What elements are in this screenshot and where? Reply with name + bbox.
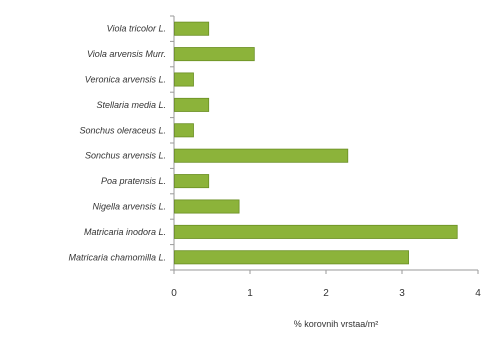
x-tick-label: 3 bbox=[399, 288, 405, 299]
x-tick-labels: 0 1 2 3 4 bbox=[171, 288, 481, 299]
bar bbox=[174, 97, 210, 112]
x-tick-label: 2 bbox=[323, 288, 329, 299]
bars bbox=[174, 21, 458, 265]
x-tick-label: 4 bbox=[475, 288, 481, 299]
category-label: Stellaria media L. bbox=[96, 100, 166, 110]
bar bbox=[174, 199, 240, 214]
x-tick-label: 1 bbox=[247, 288, 253, 299]
category-label: Veronica arvensis L. bbox=[85, 75, 166, 85]
axes bbox=[170, 15, 479, 274]
bar bbox=[174, 224, 458, 239]
bar bbox=[174, 174, 210, 189]
category-label: Nigella arvensis L. bbox=[92, 202, 166, 212]
category-label: Sonchus oleraceus L. bbox=[79, 125, 166, 135]
x-axis-title: % korovnih vrstaa/m² bbox=[294, 319, 379, 329]
x-tick-label: 0 bbox=[171, 288, 177, 299]
category-label: Viola arvensis Murr. bbox=[87, 49, 166, 59]
bar bbox=[174, 47, 255, 62]
bar bbox=[174, 250, 409, 265]
bar bbox=[174, 148, 349, 163]
bar bbox=[174, 72, 194, 87]
category-label: Viola tricolor L. bbox=[107, 24, 166, 34]
category-labels: Viola tricolor L. Viola arvensis Murr. Ver… bbox=[68, 24, 166, 263]
category-label: Matricaria inodora L. bbox=[84, 227, 166, 237]
bar bbox=[174, 123, 194, 138]
category-label: Poa pratensis L. bbox=[101, 176, 166, 186]
category-label: Sonchus arvensis L. bbox=[85, 151, 166, 161]
category-label: Matricaria chamomilla L. bbox=[68, 252, 166, 262]
bar bbox=[174, 21, 210, 36]
